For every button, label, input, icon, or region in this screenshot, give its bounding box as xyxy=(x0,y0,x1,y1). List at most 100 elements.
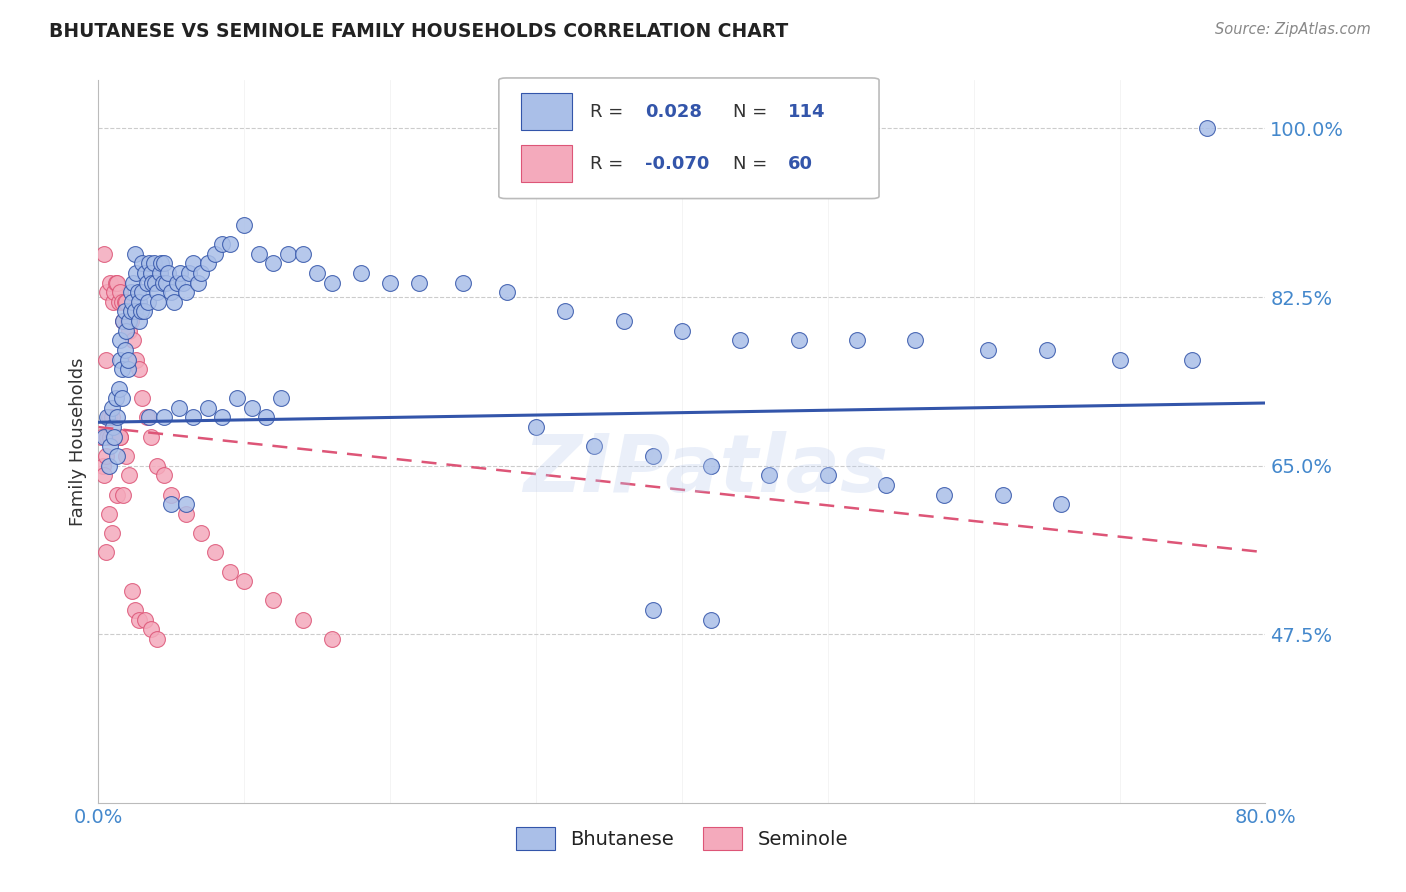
Point xyxy=(94,352,117,367)
Point xyxy=(1050,497,1073,511)
Point xyxy=(146,632,169,646)
Text: 60: 60 xyxy=(787,155,813,173)
Point xyxy=(94,449,117,463)
Point xyxy=(124,603,146,617)
Point xyxy=(204,545,226,559)
Text: 114: 114 xyxy=(787,103,825,120)
Point xyxy=(124,304,146,318)
Text: N =: N = xyxy=(733,155,768,173)
Point xyxy=(143,276,166,290)
Point xyxy=(233,218,256,232)
Point xyxy=(100,526,122,541)
Point xyxy=(134,266,156,280)
Point xyxy=(96,410,118,425)
Point xyxy=(104,430,127,444)
Point xyxy=(124,246,146,260)
Point xyxy=(155,276,177,290)
Point xyxy=(110,334,132,348)
Point xyxy=(135,410,157,425)
Point xyxy=(291,246,314,260)
Point xyxy=(1181,352,1204,367)
Point xyxy=(139,266,162,280)
Point xyxy=(187,276,209,290)
Point xyxy=(91,458,114,473)
Point xyxy=(233,574,256,589)
FancyBboxPatch shape xyxy=(520,145,572,182)
Point xyxy=(101,430,124,444)
Point xyxy=(112,487,135,501)
Point xyxy=(114,294,136,309)
Point xyxy=(150,256,173,270)
Point xyxy=(167,401,190,415)
Point xyxy=(97,507,120,521)
Point xyxy=(641,603,664,617)
Point xyxy=(1035,343,1057,357)
Point xyxy=(100,410,122,425)
Point xyxy=(350,266,373,280)
Point xyxy=(103,430,125,444)
Point xyxy=(177,266,200,280)
Point xyxy=(197,256,219,270)
Point xyxy=(117,352,139,367)
Point xyxy=(93,246,115,260)
Point xyxy=(1195,121,1218,136)
Point xyxy=(110,352,132,367)
Point xyxy=(153,256,176,270)
Point xyxy=(97,410,120,425)
Point xyxy=(114,304,136,318)
Point xyxy=(110,430,132,444)
Point xyxy=(118,314,141,328)
Point xyxy=(146,285,169,300)
Point xyxy=(117,314,139,328)
Point xyxy=(139,430,162,444)
Point xyxy=(160,285,183,300)
Point xyxy=(108,294,131,309)
Point xyxy=(277,246,299,260)
Point xyxy=(93,468,115,483)
Point xyxy=(94,545,117,559)
Text: Source: ZipAtlas.com: Source: ZipAtlas.com xyxy=(1215,22,1371,37)
Point xyxy=(149,266,172,280)
Text: BHUTANESE VS SEMINOLE FAMILY HOUSEHOLDS CORRELATION CHART: BHUTANESE VS SEMINOLE FAMILY HOUSEHOLDS … xyxy=(49,22,789,41)
Point xyxy=(262,256,284,270)
Point xyxy=(451,276,474,290)
Point xyxy=(118,324,141,338)
Point xyxy=(190,266,212,280)
Point xyxy=(247,246,270,260)
Point xyxy=(612,314,634,328)
Point xyxy=(240,401,263,415)
Point xyxy=(211,237,233,252)
Point xyxy=(166,276,188,290)
Point xyxy=(132,304,155,318)
Point xyxy=(131,256,153,270)
Point xyxy=(190,526,212,541)
Text: -0.070: -0.070 xyxy=(645,155,710,173)
Point xyxy=(758,468,780,483)
Point xyxy=(787,334,810,348)
Point xyxy=(169,266,191,280)
Point xyxy=(103,430,125,444)
Text: ZIPatlas: ZIPatlas xyxy=(523,432,887,509)
Point xyxy=(138,256,160,270)
Point xyxy=(111,391,134,405)
Point xyxy=(1108,352,1130,367)
Point xyxy=(90,430,112,444)
Point xyxy=(136,294,159,309)
Point xyxy=(153,410,176,425)
Point xyxy=(991,487,1014,501)
Point xyxy=(254,410,277,425)
Point xyxy=(105,276,128,290)
Point xyxy=(934,487,956,501)
Point xyxy=(111,362,134,376)
Point xyxy=(148,294,170,309)
Point xyxy=(135,276,157,290)
Point xyxy=(262,593,284,607)
Point xyxy=(307,266,329,280)
Point xyxy=(101,294,124,309)
Point xyxy=(291,613,314,627)
Point xyxy=(125,352,148,367)
Point xyxy=(103,285,125,300)
Point xyxy=(104,391,127,405)
Point xyxy=(157,266,180,280)
Point xyxy=(111,294,134,309)
